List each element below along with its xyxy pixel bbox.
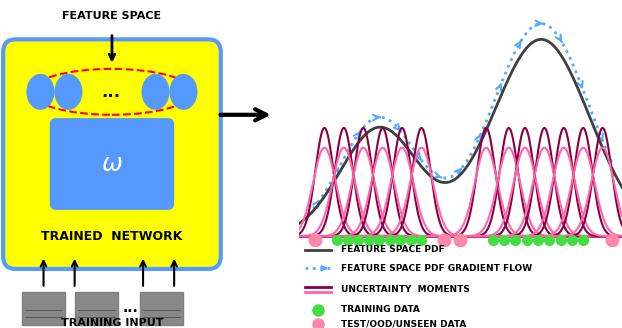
FancyBboxPatch shape	[22, 292, 65, 325]
Text: ...: ...	[123, 301, 139, 315]
Text: UNCERTAINTY  MOMENTS: UNCERTAINTY MOMENTS	[341, 285, 470, 294]
Ellipse shape	[26, 74, 55, 110]
Text: $\omega$: $\omega$	[101, 152, 123, 176]
Text: TRAINED  NETWORK: TRAINED NETWORK	[41, 230, 183, 243]
Ellipse shape	[55, 74, 83, 110]
Ellipse shape	[169, 74, 197, 110]
Text: FEATURE SPACE PDF: FEATURE SPACE PDF	[341, 245, 444, 255]
FancyBboxPatch shape	[140, 292, 183, 325]
Text: TEST/OOD/UNSEEN DATA: TEST/OOD/UNSEEN DATA	[341, 320, 466, 328]
Text: ...: ...	[101, 83, 120, 101]
FancyBboxPatch shape	[3, 39, 221, 269]
Text: FEATURE SPACE PDF GRADIENT FLOW: FEATURE SPACE PDF GRADIENT FLOW	[341, 264, 532, 273]
Ellipse shape	[141, 74, 169, 110]
Text: FEATURE SPACE: FEATURE SPACE	[62, 11, 162, 21]
FancyBboxPatch shape	[50, 118, 174, 210]
Text: TRAINING DATA: TRAINING DATA	[341, 305, 419, 314]
Text: TRAINING INPUT: TRAINING INPUT	[61, 318, 163, 328]
FancyBboxPatch shape	[75, 292, 118, 325]
